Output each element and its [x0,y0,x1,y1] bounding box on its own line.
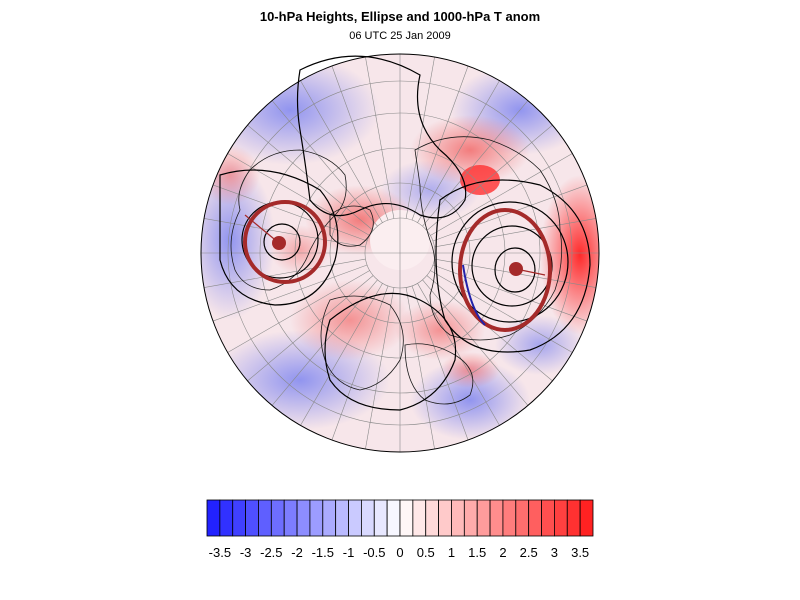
colorbar-box [463,499,478,537]
colorbar-box [360,499,375,537]
chart-subtitle: 06 UTC 25 Jan 2009 [349,30,451,42]
colorbar-box [373,499,388,537]
colorbar-box [515,499,530,537]
colorbar-box [438,499,452,537]
colorbar-box [489,499,504,537]
colorbar-box [348,499,362,537]
colorbar-box [412,499,427,537]
colorbar-box [579,499,594,537]
colorbar-box [296,499,311,537]
colorbar-tick-label: -2 [291,545,303,560]
colorbar-tick-label: -3.5 [209,545,231,560]
colorbar-box [541,499,555,537]
colorbar-tick-label: 2 [499,545,506,560]
colorbar-tick-label: 1 [448,545,455,560]
colorbar-box [335,499,349,537]
colorbar-tick-label: -1 [343,545,355,560]
colorbar-labels: -3.5 -3 -2.5 -2 -1.5 -1 -0.5 0 0.5 1 1.5 2 2.5 3 3.5 [209,545,590,560]
colorbar-tick-label: 3.5 [571,545,589,560]
colorbar-tick-label: 0.5 [417,545,435,560]
colorbar-box [245,499,259,537]
globe-outline [200,53,600,453]
colorbar-box [566,499,581,537]
colorbar-box [399,499,414,537]
colorbar-box [386,499,401,537]
chart-title: 10-hPa Heights, Ellipse and 1000-hPa T a… [259,9,541,24]
colorbar-boxes [206,499,594,537]
colorbar-box [425,499,440,537]
colorbar-box [206,499,221,537]
colorbar-box [554,499,568,537]
colorbar-box [309,499,324,537]
colorbar-box [528,499,542,537]
colorbar-box [476,499,491,537]
vortex-ellipses [243,200,552,332]
colorbar-box [219,499,234,537]
colorbar-box [451,499,465,537]
colorbar-tick-label: 1.5 [468,545,486,560]
colorbar-tick-label: 3 [551,545,558,560]
colorbar-box [322,499,337,537]
west-vortex-ellipse [243,200,327,284]
colorbar-box [502,499,517,537]
colorbar-tick-label: -2.5 [260,545,282,560]
east-vortex-ellipse [458,208,552,332]
colorbar-box [270,499,285,537]
height-contours [219,55,591,411]
colorbar-tick-label: -3 [240,545,252,560]
colorbar-tick-label: 0 [396,545,403,560]
colorbar-box [283,499,298,537]
colorbar-tick-label: -1.5 [312,545,334,560]
colorbar-box [232,499,247,537]
colorbar-box [258,499,272,537]
colorbar-tick-label: 2.5 [520,545,538,560]
colorbar-tick-label: -0.5 [363,545,385,560]
